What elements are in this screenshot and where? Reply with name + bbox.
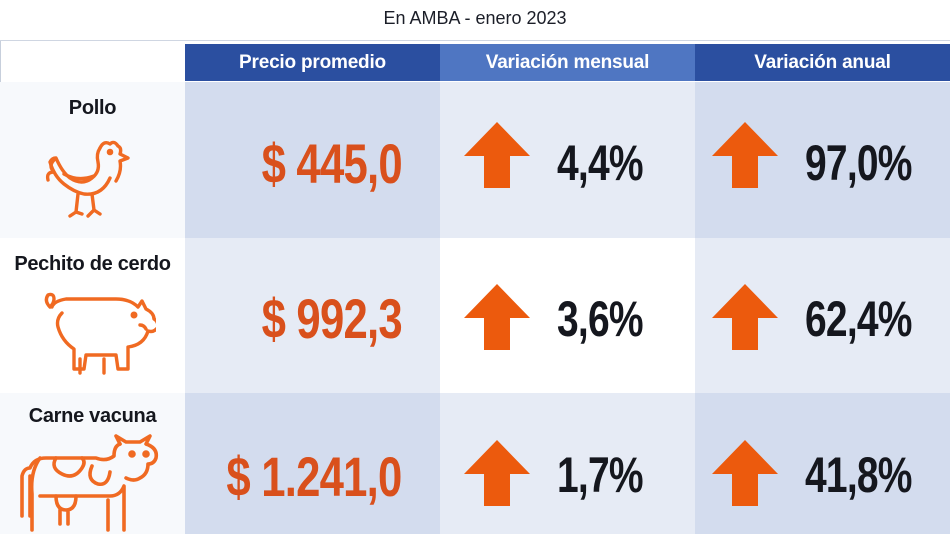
anual-vacuna: 41,8% <box>805 447 912 503</box>
arrow-up-icon <box>464 284 530 350</box>
price-pollo: $ 445,0 <box>261 132 403 195</box>
arrow-up-icon <box>464 122 530 188</box>
row-label-cerdo: Pechito de cerdo <box>14 253 171 275</box>
arrow-up-icon <box>464 440 530 506</box>
mensual-pollo: 4,4% <box>557 135 644 191</box>
arrow-up-icon <box>712 284 778 350</box>
subtitle: En AMBA - enero 2023 <box>383 8 567 28</box>
anual-pollo: 97,0% <box>805 135 912 191</box>
mensual-cerdo: 3,6% <box>557 291 644 347</box>
chicken-icon <box>45 140 130 218</box>
price-cerdo: $ 992,3 <box>261 287 403 350</box>
header-variacion-mensual: Variación mensual <box>440 44 695 81</box>
row-1-price-cell <box>185 82 440 238</box>
row-3-price-cell <box>185 393 440 534</box>
anual-cerdo: 62,4% <box>805 291 912 347</box>
pig-icon <box>44 292 156 375</box>
header-precio: Precio promedio <box>185 44 440 81</box>
row-label-vacuna: Carne vacuna <box>28 405 157 427</box>
arrow-up-icon <box>712 440 778 506</box>
cow-icon <box>20 434 159 532</box>
price-vacuna: $ 1.241,0 <box>226 445 403 508</box>
title-bar: En AMBA - enero 2023 <box>0 0 950 41</box>
row-1-mensual-cell <box>440 82 695 238</box>
row-label-pollo: Pollo <box>68 97 117 119</box>
header-variacion-anual: Variación anual <box>695 44 950 81</box>
mensual-vacuna: 1,7% <box>557 447 644 503</box>
row-2-price-cell <box>185 238 440 393</box>
arrow-up-icon <box>712 122 778 188</box>
